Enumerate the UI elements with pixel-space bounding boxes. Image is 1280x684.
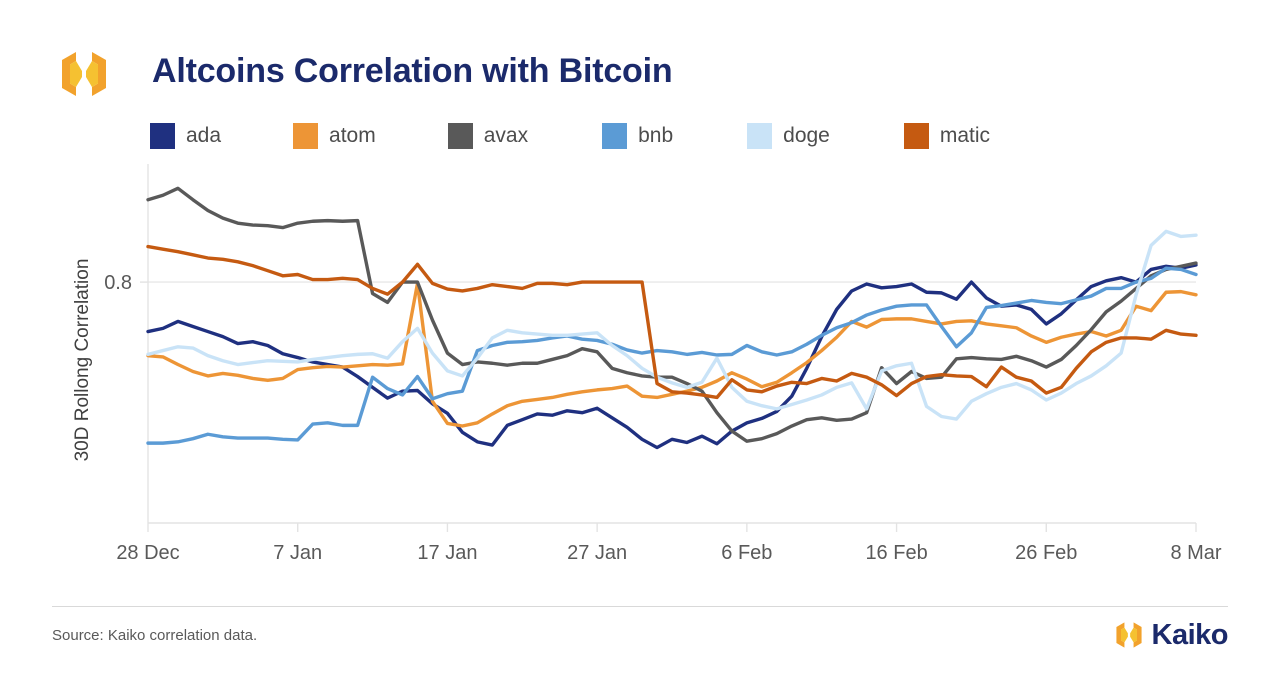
legend-item-matic[interactable]: matic <box>903 123 991 149</box>
page-title: Altcoins Correlation with Bitcoin <box>152 52 673 90</box>
x-tick-label-6: 26 Feb <box>1015 542 1077 564</box>
footer-wordmark: Kaiko <box>1151 618 1229 651</box>
chart-legend: ada atom avax bnb doge matic <box>150 119 990 153</box>
x-tick-label-3: 27 Jan <box>567 542 627 564</box>
legend-swatch-ada <box>150 123 175 149</box>
source-note: Source: Kaiko correlation data. <box>52 627 258 644</box>
x-axis-ticks: 28 Dec 7 Jan 17 Jan 27 Jan 6 Feb 16 Feb 26 Feb… <box>116 523 1222 564</box>
x-tick-label-0: 28 Dec <box>116 542 179 564</box>
x-tick-label-7: 8 Mar <box>1170 542 1221 564</box>
series-line-matic <box>146 244 1198 400</box>
x-tick-label-4: 6 Feb <box>721 542 772 564</box>
legend-item-bnb[interactable]: bnb <box>602 123 673 149</box>
footer-logo: Kaiko <box>1113 617 1229 653</box>
legend-swatch-matic <box>903 123 929 149</box>
y-axis-ticks: 0.8 <box>104 272 148 294</box>
legend-label-matic: matic <box>939 124 991 147</box>
legend-label-bnb: bnb <box>638 124 674 147</box>
y-tick-label-0: 0.8 <box>104 272 132 294</box>
legend-label-atom: atom <box>329 124 376 147</box>
legend-swatch-atom <box>293 123 319 149</box>
legend-item-doge[interactable]: doge <box>747 123 830 149</box>
x-tick-label-5: 16 Feb <box>865 542 927 564</box>
x-tick-label-1: 7 Jan <box>273 542 322 564</box>
kaiko-logo-icon <box>1113 619 1145 651</box>
legend-label-doge: doge <box>783 124 830 147</box>
kaiko-logo-icon <box>56 46 112 102</box>
legend-label-ada: ada <box>186 124 222 147</box>
axis-lines <box>147 164 1196 524</box>
y-axis-title: 30D Rollong Correlation <box>72 259 93 462</box>
line-chart-svg: 0.8 28 Dec 7 Jan 17 Jan 27 Jan 6 Feb 16 Feb 26… <box>72 164 1222 564</box>
series-line-ada <box>146 263 1198 450</box>
series-line-atom <box>146 281 1198 428</box>
series-line-bnb <box>146 266 1198 445</box>
legend-swatch-doge <box>747 123 773 149</box>
series-line-doge <box>146 229 1198 421</box>
legend-item-atom[interactable]: atom <box>293 123 376 149</box>
legend-swatch-bnb <box>602 123 628 149</box>
x-tick-label-2: 17 Jan <box>417 542 477 564</box>
data-series <box>146 186 1198 450</box>
legend-item-ada[interactable]: ada <box>150 123 221 149</box>
legend-swatch-avax <box>447 123 473 149</box>
legend-label-avax: avax <box>483 124 529 147</box>
series-line-avax <box>146 186 1198 443</box>
legend-item-avax[interactable]: avax <box>447 123 529 149</box>
header: Altcoins Correlation with Bitcoin <box>0 0 1280 112</box>
footer-divider <box>52 606 1228 607</box>
